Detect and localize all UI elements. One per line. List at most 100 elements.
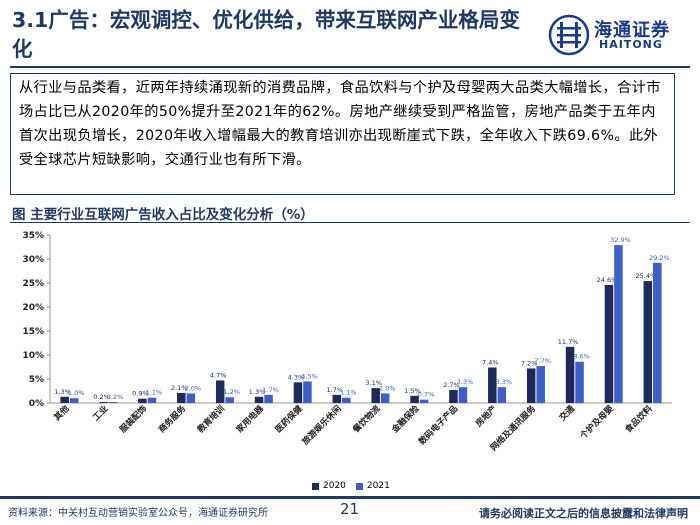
data-label-2020-1: 0.2%	[93, 393, 110, 401]
y-tick-label: 20%	[22, 303, 44, 313]
data-label-2021-4: 1.2%	[223, 388, 240, 396]
data-label-2021-1: 0.2%	[107, 393, 124, 401]
data-label-2020-14: 24.6%	[597, 276, 618, 284]
bar-2021-7	[342, 397, 351, 403]
bar-2020-1	[99, 402, 108, 403]
data-label-2020-10: 2.7%	[443, 381, 460, 389]
category-label-13: 交通	[557, 403, 577, 423]
bar-2021-12	[536, 366, 545, 403]
bar-2020-15	[643, 281, 653, 403]
bar-2020-10	[449, 390, 458, 403]
data-label-2020-4: 4.7%	[210, 371, 227, 379]
y-tick-label: 25%	[22, 279, 44, 289]
category-label-6: 医药保健	[273, 403, 305, 435]
category-label-10: 数码电子产品	[416, 403, 460, 447]
summary-textbox: 从行业与品类看，近两年持续涌现新的消费品牌，食品饮料与个护及母婴两大品类大幅增长…	[10, 73, 675, 195]
bar-2021-5	[264, 394, 273, 403]
brand-logo: 海通证券 HAITONG	[548, 14, 698, 60]
data-label-2021-11: 3.3%	[496, 378, 513, 386]
data-label-2021-8: 2.0%	[379, 384, 396, 392]
data-label-2020-15: 25.4%	[635, 272, 656, 280]
bar-chart: 0%5%10%15%20%25%30%35%1.3%1.0%其他0.2%0.2%…	[22, 231, 672, 453]
haitong-logo-icon	[548, 14, 590, 56]
footer-divider	[0, 496, 700, 499]
bar-2020-5	[254, 396, 264, 403]
y-tick-label: 35%	[22, 231, 44, 241]
category-label-7: 旅游娱乐休闲	[299, 403, 344, 448]
category-label-14: 个护及母婴	[577, 403, 616, 442]
figure-title: 图 主要行业互联网广告收入占比及变化分析（%）	[12, 207, 314, 223]
page-title: 3.1广告：宏观调控、优化供给，带来互联网产业格局变化	[12, 8, 520, 61]
category-label-2: 服装配饰	[117, 403, 149, 435]
bar-2021-15	[653, 262, 662, 403]
data-label-2020-0: 1.3%	[54, 388, 71, 396]
data-label-2020-9: 1.5%	[404, 387, 421, 395]
bar-2020-12	[526, 368, 536, 403]
legend-swatch-2021	[355, 482, 363, 490]
bar-2020-9	[410, 395, 419, 403]
data-label-2020-5: 1.3%	[249, 388, 266, 396]
data-label-2020-6: 4.3%	[288, 373, 305, 381]
y-tick-label: 5%	[29, 375, 44, 385]
legend-label-2021: 2021	[366, 481, 390, 491]
data-label-2020-12: 7.2%	[521, 359, 538, 367]
y-tick-label: 0%	[29, 399, 44, 409]
data-label-2021-7: 1.1%	[340, 389, 357, 397]
category-label-15: 食品饮料	[623, 403, 655, 435]
legend-swatch-2020	[312, 482, 319, 490]
bar-2021-9	[419, 399, 429, 403]
bar-2021-10	[458, 387, 468, 403]
logo-text-en: HAITONG	[599, 38, 663, 51]
bar-2021-6	[303, 381, 312, 403]
category-label-3: 商务服务	[156, 403, 188, 435]
bar-2021-4	[225, 397, 234, 403]
data-label-2021-9: 0.7%	[418, 391, 435, 399]
y-tick-label: 30%	[22, 255, 44, 265]
logo-text-cn: 海通证券	[594, 20, 670, 41]
bar-2021-11	[497, 387, 507, 403]
bar-2020-8	[371, 388, 380, 403]
bar-2020-0	[60, 396, 69, 403]
title-divider	[10, 66, 690, 68]
bar-2020-14	[604, 284, 614, 403]
bar-2020-6	[293, 382, 303, 403]
bar-2020-3	[177, 392, 186, 403]
legend-item-2021: 2021	[355, 481, 390, 491]
figure-divider	[10, 222, 690, 223]
data-label-2020-2: 0.9%	[132, 390, 149, 398]
bar-2020-13	[565, 346, 575, 403]
bar-2021-13	[575, 361, 584, 403]
data-label-2021-10: 3.3%	[457, 378, 474, 386]
data-label-2021-0: 1.0%	[68, 389, 85, 397]
legend-item-2020: 2020	[312, 481, 346, 491]
bar-2021-2	[147, 397, 157, 403]
data-label-2020-7: 1.7%	[327, 386, 344, 394]
category-label-4: 教育培训	[195, 403, 228, 436]
bar-2021-8	[380, 393, 390, 403]
bar-2020-7	[332, 394, 342, 403]
y-tick-label: 15%	[22, 327, 44, 337]
data-label-2021-13: 8.6%	[573, 353, 590, 361]
category-label-1: 工业	[91, 403, 111, 423]
category-label-9: 金融保险	[389, 403, 422, 436]
data-label-2021-15: 29.2%	[649, 254, 670, 262]
data-label-2020-8: 3.1%	[365, 379, 382, 387]
category-label-0: 其他	[52, 403, 72, 423]
bar-2020-4	[215, 380, 225, 403]
data-label-2020-13: 11.7%	[558, 338, 579, 346]
bar-2020-11	[488, 367, 497, 403]
bar-2021-0	[69, 398, 79, 403]
legend-label-2020: 2020	[323, 481, 346, 491]
category-label-5: 家用电器	[234, 403, 266, 435]
bar-2021-3	[186, 393, 196, 403]
data-label-2021-12: 7.7%	[534, 357, 551, 365]
data-label-2020-3: 2.1%	[171, 384, 188, 392]
data-label-2020-11: 7.4%	[482, 358, 499, 366]
y-tick-label: 10%	[22, 351, 44, 361]
category-label-11: 房地产	[473, 403, 499, 429]
data-label-2021-14: 32.9%	[610, 236, 631, 244]
bar-2020-2	[138, 398, 147, 403]
disclaimer-link[interactable]: 请务必阅读正文之后的信息披露和法律声明	[479, 507, 688, 520]
page-number: 21	[340, 500, 360, 518]
category-label-8: 餐饮物流	[350, 403, 383, 436]
